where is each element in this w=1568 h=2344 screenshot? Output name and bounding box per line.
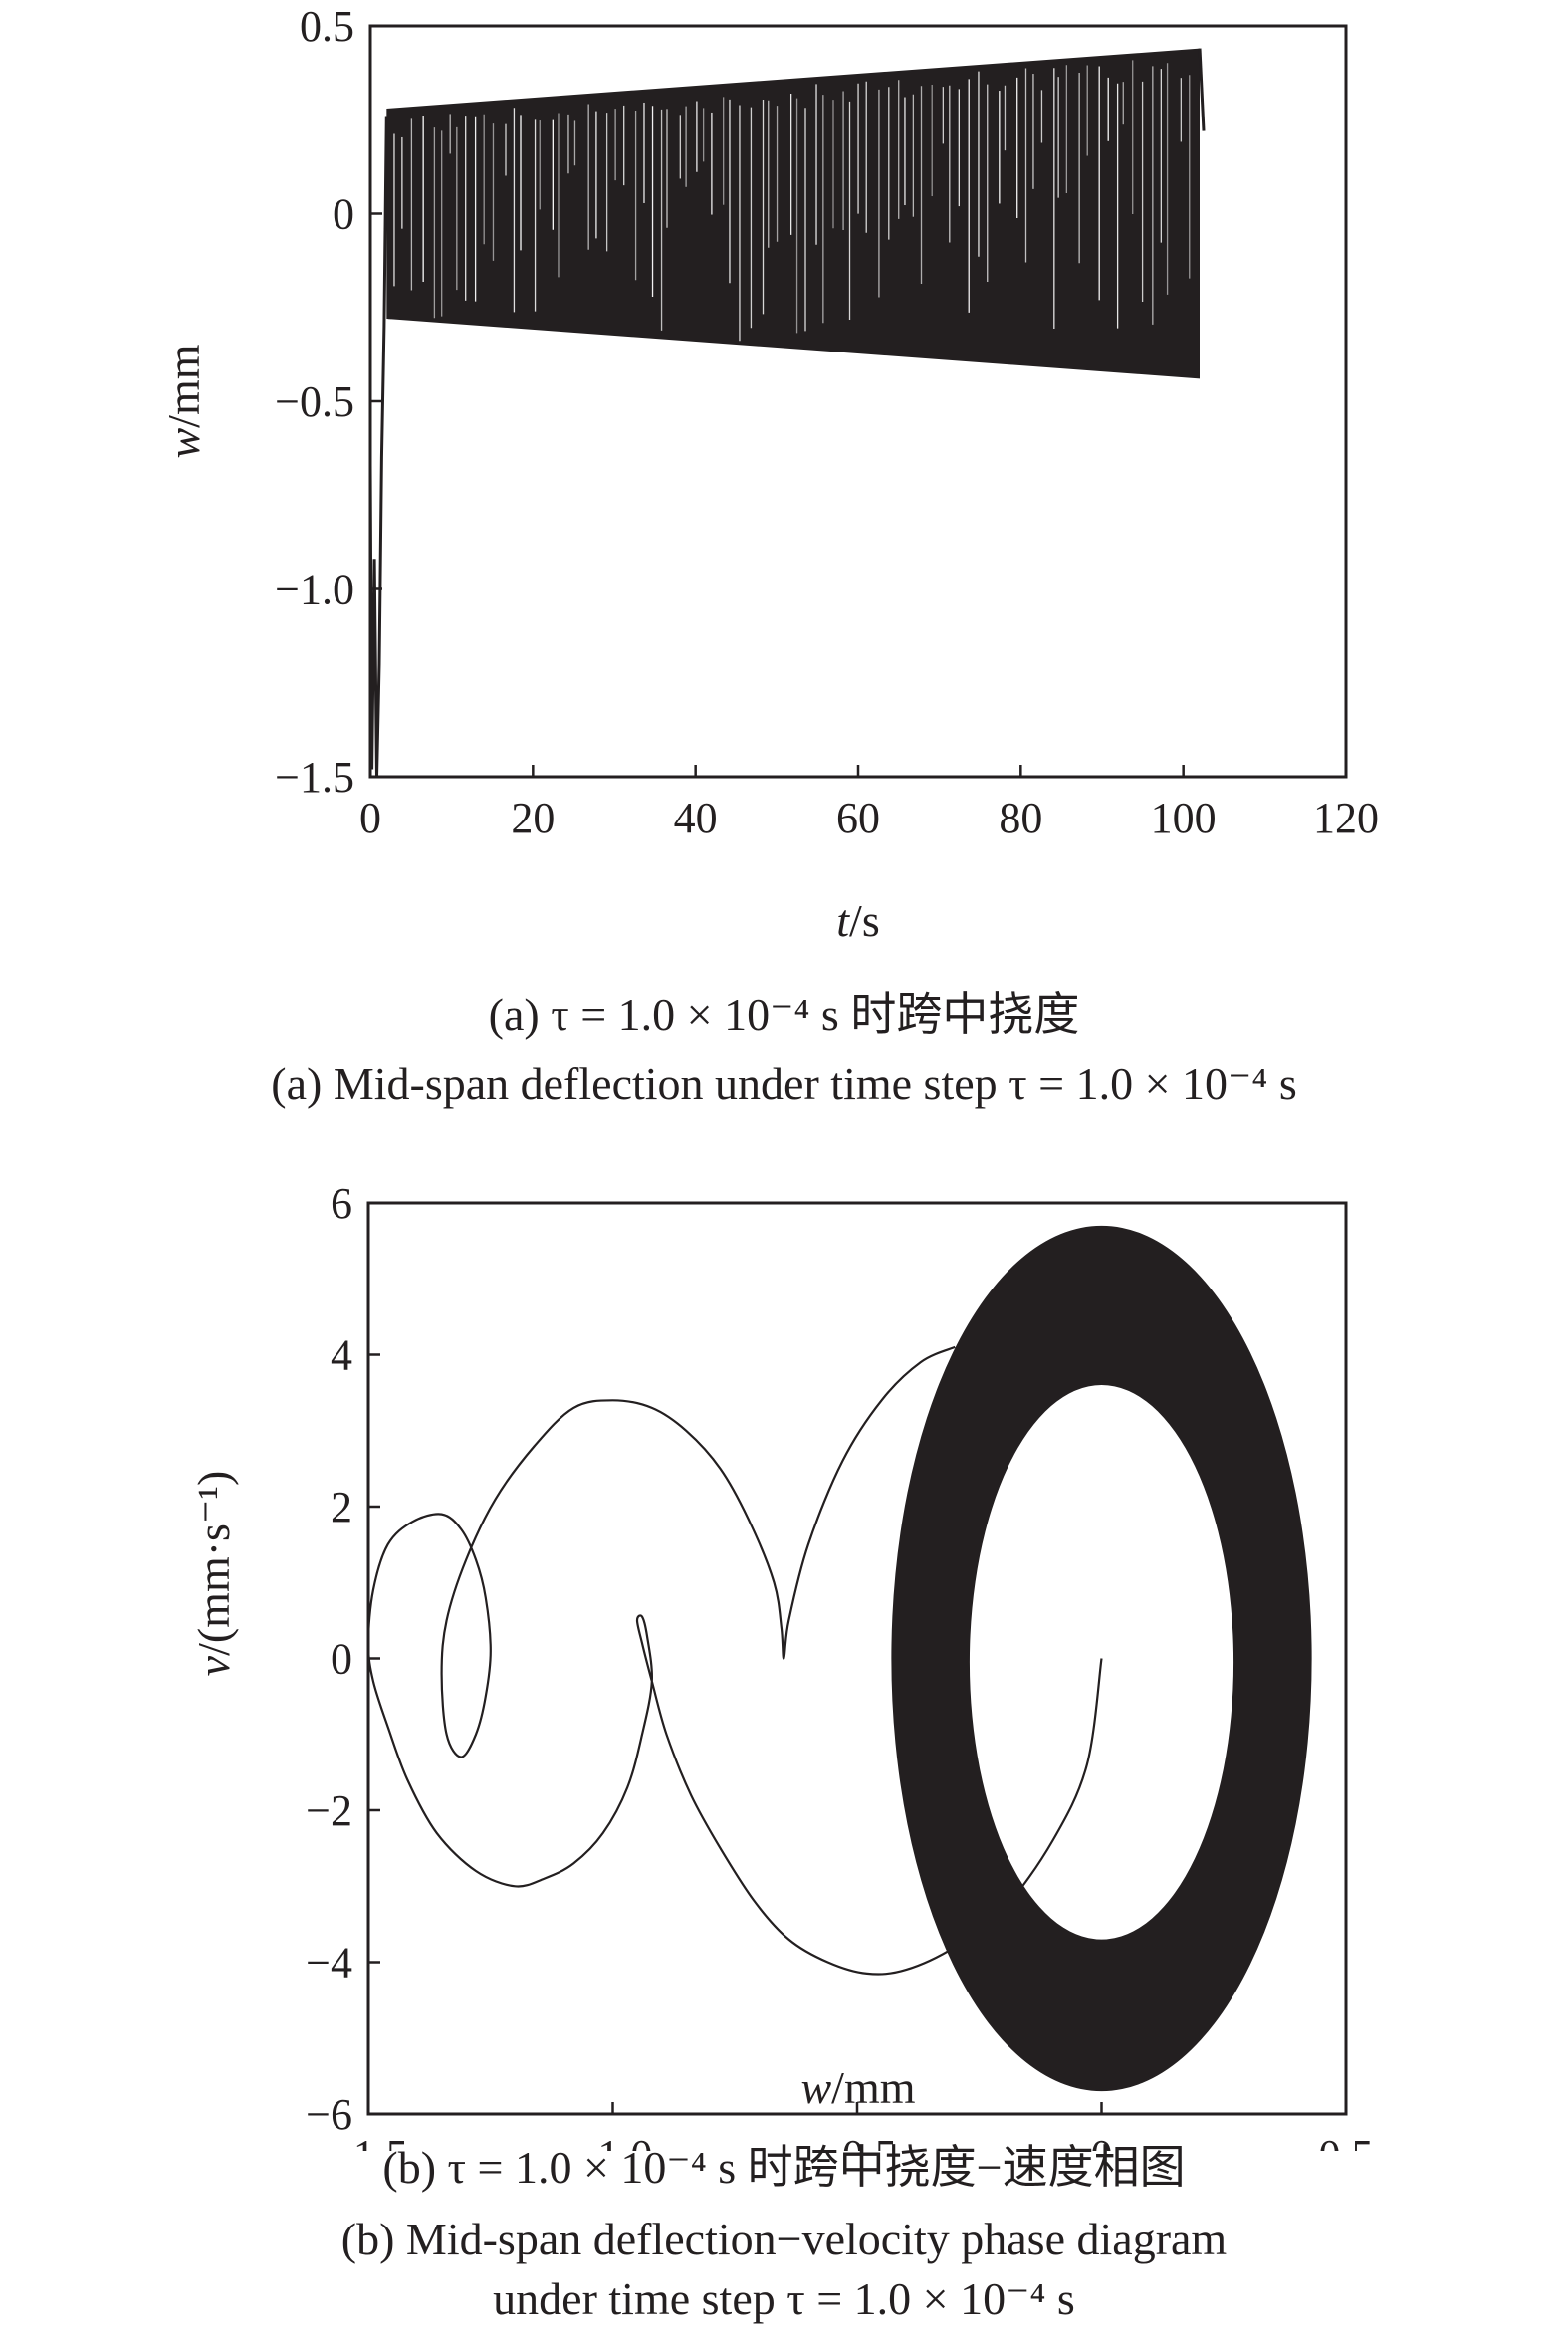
chart-a-x-axis-label: t/s (836, 895, 879, 946)
chart-b-plot-marks (368, 1226, 1312, 2091)
chart-a-oscillation-band (386, 49, 1200, 379)
chart-b-y-tick-label: 2 (331, 1483, 352, 1531)
chart-b-caption-chinese: (b) τ = 1.0 × 10⁻⁴ s 时跨中挠度−速度相图 (0, 2139, 1568, 2197)
chart-b-y-tick-label: −2 (306, 1786, 352, 1835)
chart-a-y-tick-label: −1.0 (275, 566, 354, 614)
chart-a-y-tick-label: −0.5 (275, 377, 354, 426)
chart-b-y-tick-label: 0 (331, 1635, 352, 1684)
chart-a-plot-marks (370, 49, 1204, 777)
chart-a-y-axis-label: w/mm (158, 344, 209, 458)
chart-a-y-tick-label: 0.5 (300, 2, 354, 51)
chart-b-y-tick-label: 4 (331, 1331, 352, 1380)
chart-a-y-tick-label: 0 (333, 190, 354, 239)
chart-a-caption-english: (a) Mid-span deflection under time step … (0, 1055, 1568, 1113)
chart-a-x-tick-label: 60 (836, 794, 880, 842)
chart-a-x-tick-label: 0 (359, 794, 381, 842)
chart-a-y-tick-label: −1.5 (275, 753, 354, 802)
chart-a-x-tick-label: 100 (1151, 794, 1217, 842)
chart-b-y-tick-label: 6 (331, 1179, 352, 1228)
chart-b-caption-english-line2: under time step τ = 1.0 × 10⁻⁴ s (0, 2270, 1568, 2328)
chart-b-caption-english-line1: (b) Mid-span deflection−velocity phase d… (0, 2211, 1568, 2268)
chart-a-series-end (1200, 49, 1204, 131)
chart-b-y-tick-label: −6 (306, 2090, 352, 2139)
chart-a-x-tick-label: 40 (674, 794, 718, 842)
chart-a-mid-span-deflection: 0 20 40 60 80 100 120 0.5 0 −0.5 −1.0 −1.5 t/s w/mm (0, 0, 1568, 956)
chart-a-x-tick-label: 120 (1313, 794, 1379, 842)
chart-a-x-tick-label: 80 (999, 794, 1042, 842)
chart-a-caption-chinese: (a) τ = 1.0 × 10⁻⁴ s 时跨中挠度 (0, 986, 1568, 1044)
chart-b-y-tick-label: −4 (306, 1939, 352, 1988)
chart-a-x-tick-label: 20 (511, 794, 555, 842)
chart-b-phase-diagram: −1.5−1.0−0.500.56420−2−4−6 (0, 1155, 1568, 2151)
